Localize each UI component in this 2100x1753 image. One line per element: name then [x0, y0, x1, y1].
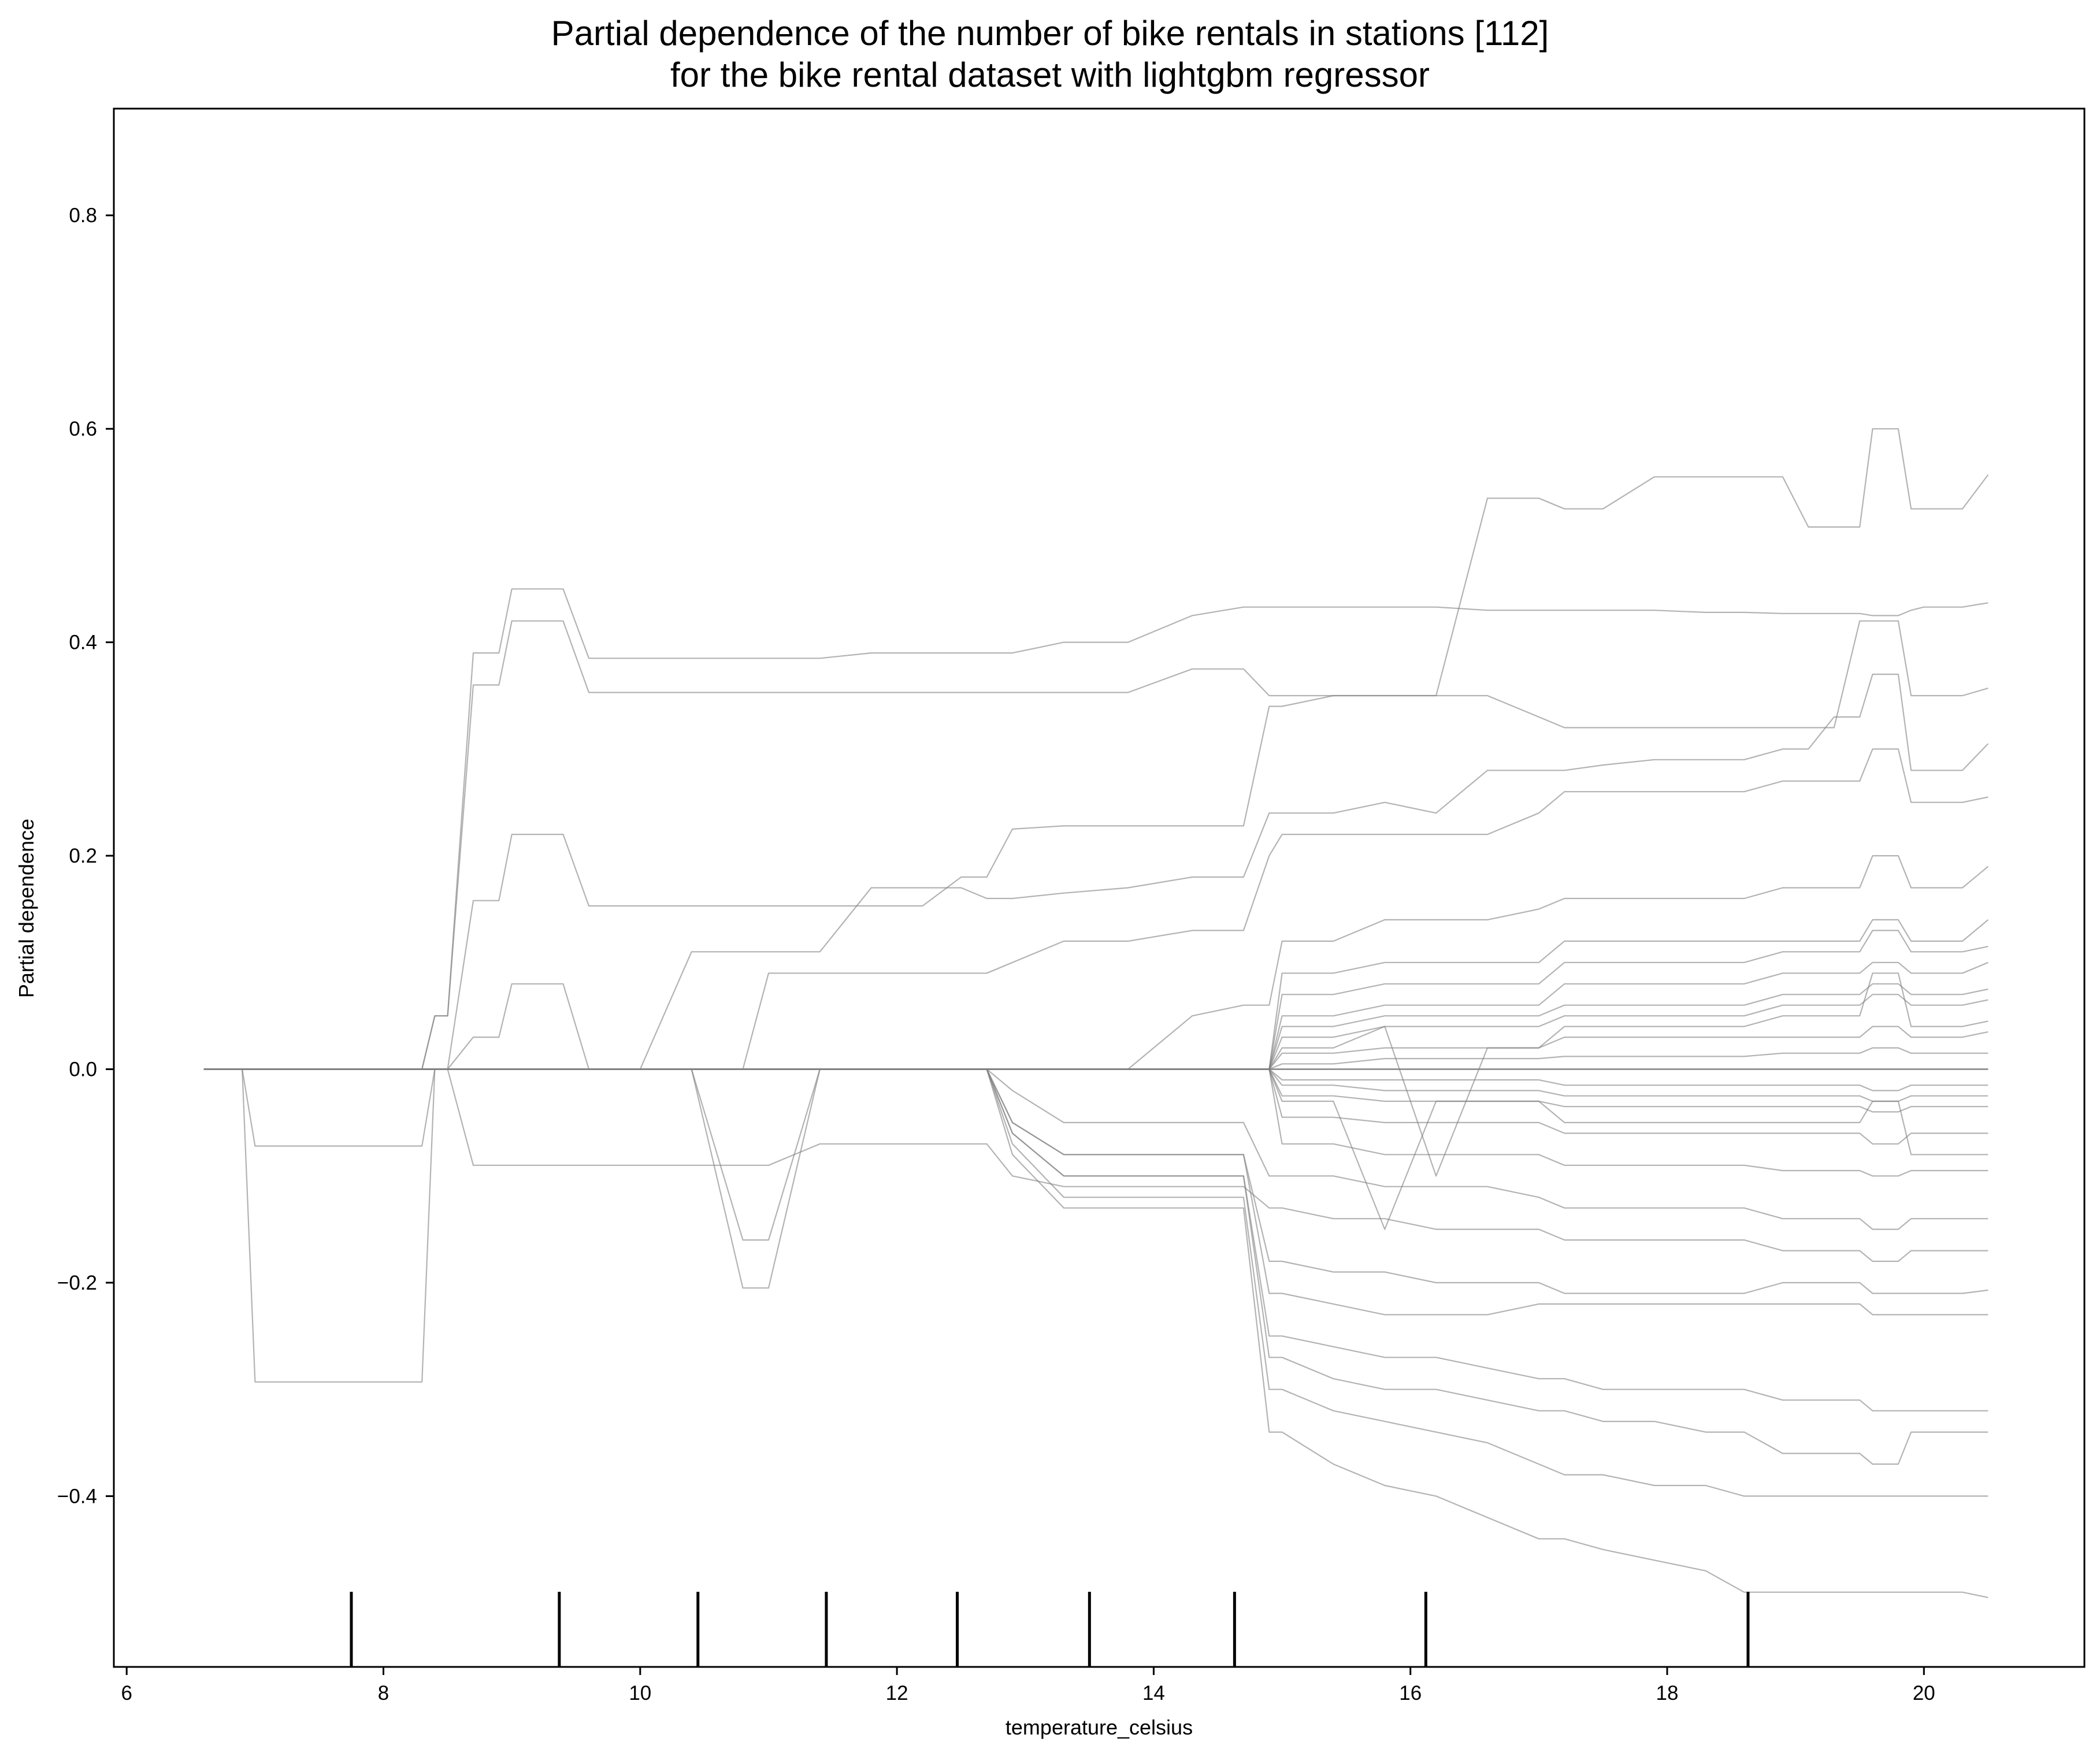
ice-line-3	[203, 588, 1988, 1070]
y-axis: −0.4 −0.2 0.0 0.2 0.4 0.6 0.8	[57, 205, 114, 1507]
x-tick-label: 12	[886, 1682, 908, 1704]
x-tick-label: 10	[629, 1682, 651, 1704]
y-tick-label: 0.2	[69, 845, 97, 867]
y-tick-label: −0.2	[57, 1272, 97, 1294]
ice-line-4	[203, 428, 1989, 1070]
y-tick-label: 0.6	[69, 418, 97, 440]
y-tick-label: 0.4	[69, 632, 97, 654]
y-tick-label: 0.8	[69, 205, 97, 227]
x-tick-label: 16	[1399, 1682, 1422, 1704]
y-tick-label: 0.0	[69, 1059, 97, 1081]
x-tick-label: 14	[1142, 1682, 1165, 1704]
ice-line-5	[203, 620, 1988, 1070]
chart-title-line-2: for the bike rental dataset with lightgb…	[670, 55, 1430, 94]
y-axis-label: Partial dependence	[14, 819, 38, 998]
plot-frame	[113, 107, 2086, 1668]
x-axis: 6 8 10 12 14 16 18 20	[121, 1667, 1935, 1704]
x-tick-label: 18	[1656, 1682, 1679, 1704]
ice-lines	[203, 428, 1989, 1598]
x-tick-label: 8	[378, 1682, 389, 1704]
x-tick-label: 6	[121, 1682, 132, 1704]
rug-marks	[350, 1592, 1750, 1667]
ice-line-6	[203, 673, 1989, 1070]
x-axis-label: temperature_celsius	[1006, 1715, 1193, 1739]
x-tick-label: 20	[1913, 1682, 1935, 1704]
y-tick-label: −0.4	[57, 1485, 97, 1507]
ice-line-19	[203, 1068, 1988, 1262]
ice-line-32	[203, 983, 1988, 1070]
chart-title-line-1: Partial dependence of the number of bike…	[551, 14, 1549, 53]
